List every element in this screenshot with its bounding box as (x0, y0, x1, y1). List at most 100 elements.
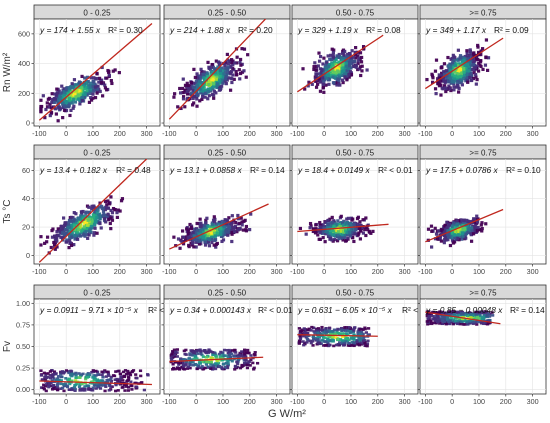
density-cell (479, 52, 483, 57)
density-cell (337, 60, 341, 64)
density-cell (199, 229, 203, 233)
density-cell (227, 216, 231, 220)
density-cell (327, 327, 332, 330)
density-cell (70, 92, 74, 97)
density-cell (483, 314, 487, 318)
density-cell (446, 238, 450, 242)
density-cell (126, 386, 131, 389)
density-cell (218, 66, 222, 70)
density-cell (195, 72, 199, 76)
y-tick-label: 1.00 (16, 299, 30, 308)
density-cell (443, 224, 447, 228)
density-cell (52, 98, 56, 103)
density-cell (314, 223, 318, 227)
density-cell (78, 225, 82, 229)
density-cell (347, 64, 352, 68)
density-cell (115, 215, 119, 219)
density-cell (346, 329, 350, 333)
density-cell (244, 229, 249, 233)
density-cell (64, 377, 68, 380)
density-cell (73, 233, 77, 238)
density-cell (365, 342, 370, 345)
density-cell (109, 208, 113, 213)
y-tick-label: 60 (22, 166, 30, 175)
density-cell (80, 98, 84, 103)
density-cell (465, 314, 470, 318)
density-cell (469, 232, 473, 236)
density-cell (121, 379, 125, 382)
regression-line (169, 356, 264, 363)
density-cell (480, 47, 485, 51)
density-cell (338, 63, 342, 67)
density-cell (443, 84, 447, 88)
density-cell (210, 223, 214, 227)
density-cell (327, 335, 331, 339)
density-cell (309, 224, 313, 228)
density-cell (340, 63, 345, 67)
density-cell (77, 217, 81, 221)
density-cell (106, 206, 110, 210)
density-cell (221, 227, 225, 231)
density-cell (181, 363, 186, 367)
density-cell (449, 57, 453, 61)
density-cell (458, 56, 462, 60)
density-cell (224, 361, 229, 365)
density-cell (341, 223, 345, 227)
density-cell (458, 81, 462, 85)
density-cell (102, 217, 107, 221)
density-cell (314, 68, 318, 72)
density-cell (428, 319, 432, 323)
density-cell (66, 92, 70, 96)
density-cell (213, 351, 217, 355)
regression-line (38, 22, 153, 121)
density-cell (311, 339, 315, 343)
x-tick-label: 0 (64, 397, 68, 406)
density-cell (351, 55, 355, 59)
regression-line (425, 37, 504, 90)
density-cell (59, 224, 64, 228)
density-cell (235, 230, 239, 234)
density-cell (72, 211, 76, 215)
density-cell (207, 94, 211, 98)
density-cell (334, 336, 338, 339)
density-cell (190, 91, 194, 95)
density-cell (477, 311, 481, 315)
density-cell (73, 100, 78, 104)
density-cell (352, 333, 356, 337)
density-cell (181, 97, 186, 101)
density-cell (216, 233, 220, 237)
density-cell (356, 332, 360, 335)
density-cell (366, 339, 370, 343)
density-cell (221, 355, 225, 359)
density-cell (188, 353, 192, 357)
density-cell (74, 373, 78, 377)
density-cell (329, 221, 333, 225)
density-cell (242, 47, 247, 51)
density-cell (78, 234, 83, 238)
density-cell (229, 76, 233, 80)
density-cell (55, 386, 60, 389)
density-cell (115, 377, 119, 381)
x-tick-label: 300 (141, 267, 153, 276)
density-cell (98, 76, 102, 80)
density-cell (116, 389, 120, 392)
density-cell (245, 363, 249, 367)
density-cell (55, 230, 59, 234)
density-cell (322, 330, 326, 334)
y-tick-label: 200 (18, 89, 30, 98)
density-cell (234, 73, 239, 77)
density-cell (39, 110, 43, 114)
density-cell (457, 78, 462, 82)
density-cell (356, 54, 360, 58)
density-cell (193, 355, 198, 358)
density-cell (198, 217, 202, 221)
density-cell (343, 233, 347, 237)
x-tick-label: -100 (418, 129, 432, 138)
density-cell (214, 242, 219, 246)
density-cell (326, 234, 331, 239)
density-cell (433, 226, 437, 230)
density-cell (206, 60, 210, 64)
density-cell (313, 61, 317, 65)
density-cell (330, 215, 334, 220)
density-cell (310, 325, 314, 329)
